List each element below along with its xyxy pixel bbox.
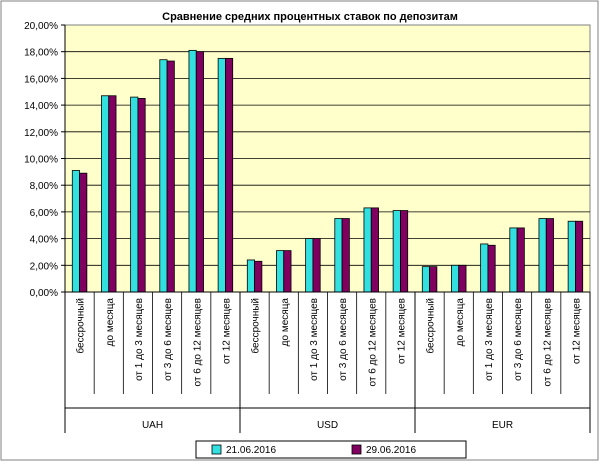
bar-2-6 (225, 57, 234, 293)
x-category-label: от 1 до 3 месяцев (134, 298, 145, 381)
legend-box (195, 440, 467, 459)
x-group-label: UAH (142, 420, 163, 431)
x-category-label: от 12 месяцев (571, 298, 582, 364)
x-category-label: до месяца (105, 298, 116, 347)
bar-2-13 (429, 266, 438, 293)
x-axis-labels: бессрочный до месяца от 1 до 3 месяцев от 3… (64, 291, 591, 433)
bar-1-18 (567, 220, 576, 293)
y-tick-label: 8,00% (30, 181, 58, 192)
x-category-label: бессрочный (425, 298, 437, 354)
legend-swatch-series-2 (351, 444, 362, 455)
legend: 21.06.2016 29.06.2016 (195, 440, 467, 459)
bar-1-16 (509, 227, 518, 293)
x-category-label: от 3 до 6 месяцев (338, 298, 349, 381)
bar-2-12 (400, 210, 409, 293)
bar-2-2 (108, 95, 117, 293)
bar-1-3 (130, 96, 139, 293)
x-category-label: от 3 до 6 месяцев (513, 298, 524, 381)
x-category-label: от 1 до 3 месяцев (484, 298, 495, 381)
bar-2-8 (283, 250, 292, 293)
bar-1-6 (217, 57, 226, 293)
y-tick-label: 10,00% (24, 155, 58, 166)
legend-swatch-series-1 (211, 444, 222, 455)
bar-2-3 (137, 98, 146, 293)
x-category-label: от 12 месяцев (221, 298, 232, 364)
bar-1-13 (421, 266, 430, 293)
bar-1-1 (71, 170, 80, 293)
x-category-label: до месяца (455, 298, 466, 347)
bar-2-10 (341, 218, 350, 293)
bar-1-11 (363, 207, 372, 293)
bars (71, 49, 584, 293)
bar-2-1 (79, 172, 88, 293)
x-group-label: EUR (492, 420, 513, 431)
x-category-label: от 6 до 12 месяцев (367, 298, 378, 386)
x-category-label: бессрочный (250, 298, 262, 354)
x-category-label: бессрочный (75, 298, 87, 354)
x-category-label: от 3 до 6 месяцев (163, 298, 174, 381)
bar-2-17 (545, 218, 554, 293)
x-category-label: от 6 до 12 месяцев (192, 298, 203, 386)
bar-1-2 (101, 95, 110, 293)
bar-1-9 (305, 238, 314, 293)
bar-1-7 (246, 259, 255, 293)
bar-1-10 (334, 218, 343, 293)
x-category-label: от 1 до 3 месяцев (309, 298, 320, 381)
y-tick-label: 14,00% (24, 101, 58, 112)
y-tick-label: 18,00% (24, 48, 58, 59)
x-group-label: USD (317, 420, 338, 431)
bar-1-17 (538, 218, 547, 293)
y-axis-ticks: 0,00% 2,00% 4,00% 6,00% 8,00% 10,00% 12,00% 14,… (24, 21, 66, 299)
bar-1-4 (159, 59, 168, 293)
bar-1-12 (392, 210, 401, 293)
legend-label-series-1: 21.06.2016 (226, 445, 276, 456)
bar-2-5 (195, 51, 204, 293)
y-tick-label: 16,00% (24, 74, 58, 85)
y-tick-label: 0,00% (30, 288, 58, 299)
x-category-label: до месяца (280, 298, 291, 347)
bar-2-9 (312, 238, 321, 293)
plot-area (64, 24, 591, 293)
bar-2-4 (166, 60, 175, 293)
chart-title: Сравнение средних процентных ставок по д… (162, 11, 458, 23)
x-category-label: от 12 месяцев (396, 298, 407, 364)
bar-2-15 (487, 244, 496, 293)
legend-label-series-2: 29.06.2016 (366, 445, 416, 456)
bar-2-16 (516, 227, 525, 293)
bar-2-11 (370, 207, 379, 293)
y-tick-label: 6,00% (30, 208, 58, 219)
y-tick-label: 12,00% (24, 128, 58, 139)
bar-2-18 (575, 220, 584, 293)
y-tick-label: 2,00% (30, 261, 58, 272)
bar-2-7 (254, 260, 263, 293)
bar-2-14 (458, 264, 467, 293)
y-tick-label: 4,00% (30, 235, 58, 246)
bar-1-8 (276, 250, 285, 293)
bar-1-14 (451, 264, 460, 293)
bar-1-5 (188, 49, 197, 293)
y-tick-label: 20,00% (24, 21, 58, 32)
bar-1-15 (480, 243, 489, 293)
x-category-label: от 6 до 12 месяцев (542, 298, 553, 386)
